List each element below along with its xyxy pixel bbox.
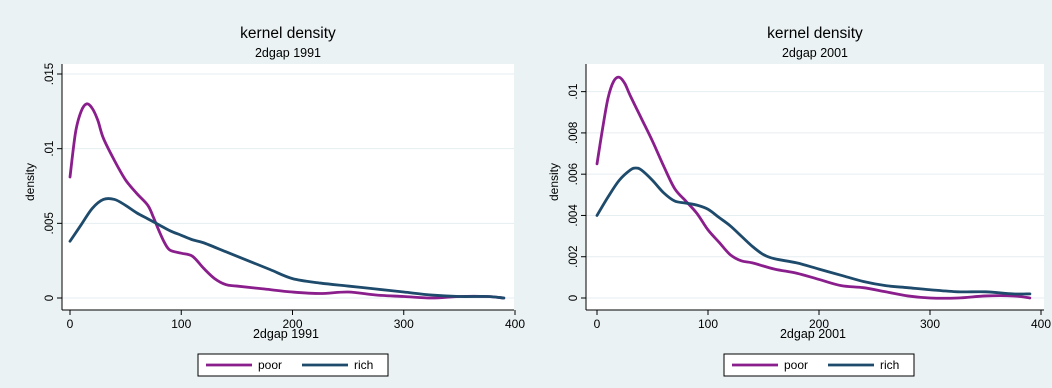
y-tick-label: .008 [568,122,580,144]
legend-label-rich: rich [880,358,899,372]
legend-label-rich: rich [354,358,373,372]
kernel-density-chart-2001: kernel density 2dgap 2001 0 .002 .004 .006 .00… [547,25,1051,377]
x-tick-label: 300 [394,317,414,331]
y-tick-label: .01 [44,141,56,157]
y-axis-label: density [23,163,37,201]
plot-area [62,64,514,310]
y-tick-label: .004 [568,204,580,227]
x-tick-label: 400 [505,317,525,331]
chart-panel-1991: kernel density 2dgap 1991 0 .005 .01 .015 0 100… [23,25,525,377]
x-tick-label: 0 [594,317,601,331]
x-tick-label: 100 [698,317,718,331]
y-tick-label: 0 [44,295,56,301]
series-line-poor [595,75,1032,300]
x-axis-label: 2dgap 1991 [253,327,319,341]
legend-label-poor: poor [784,358,808,372]
chart-title: kernel density [767,25,863,42]
x-tick-label: 200 [809,317,829,331]
y-tick-label: .006 [568,163,580,185]
x-axis-label: 2dgap 2001 [780,327,846,341]
chart-subtitle: 2dgap 2001 [782,46,848,60]
chart-subtitle: 2dgap 1991 [255,46,321,60]
y-tick-label: .01 [568,84,580,100]
series-line-rich [68,197,506,300]
x-tick-label: 400 [1031,317,1051,331]
kernel-density-chart-1991: kernel density 2dgap 1991 0 .005 .01 .015 0 100… [23,25,525,377]
x-tick-label: 100 [171,317,191,331]
series-line-poor [68,102,506,300]
chart-panel-2001: kernel density 2dgap 2001 0 .002 .004 .006 .00… [526,0,1052,388]
x-tick-label: 300 [920,317,940,331]
chart-title: kernel density [240,25,336,42]
y-tick-label: .002 [568,246,580,268]
y-axis-label: density [547,163,561,201]
y-tick-label: 0 [568,295,580,301]
series-line-rich [595,166,1032,296]
y-tick-label: .015 [44,63,56,85]
plot-area [586,64,1044,310]
legend-label-poor: poor [258,358,282,372]
x-tick-label: 0 [67,317,74,331]
x-tick-label: 200 [282,317,302,331]
y-tick-label: .005 [44,212,56,234]
legend [197,353,389,377]
legend [723,353,915,377]
